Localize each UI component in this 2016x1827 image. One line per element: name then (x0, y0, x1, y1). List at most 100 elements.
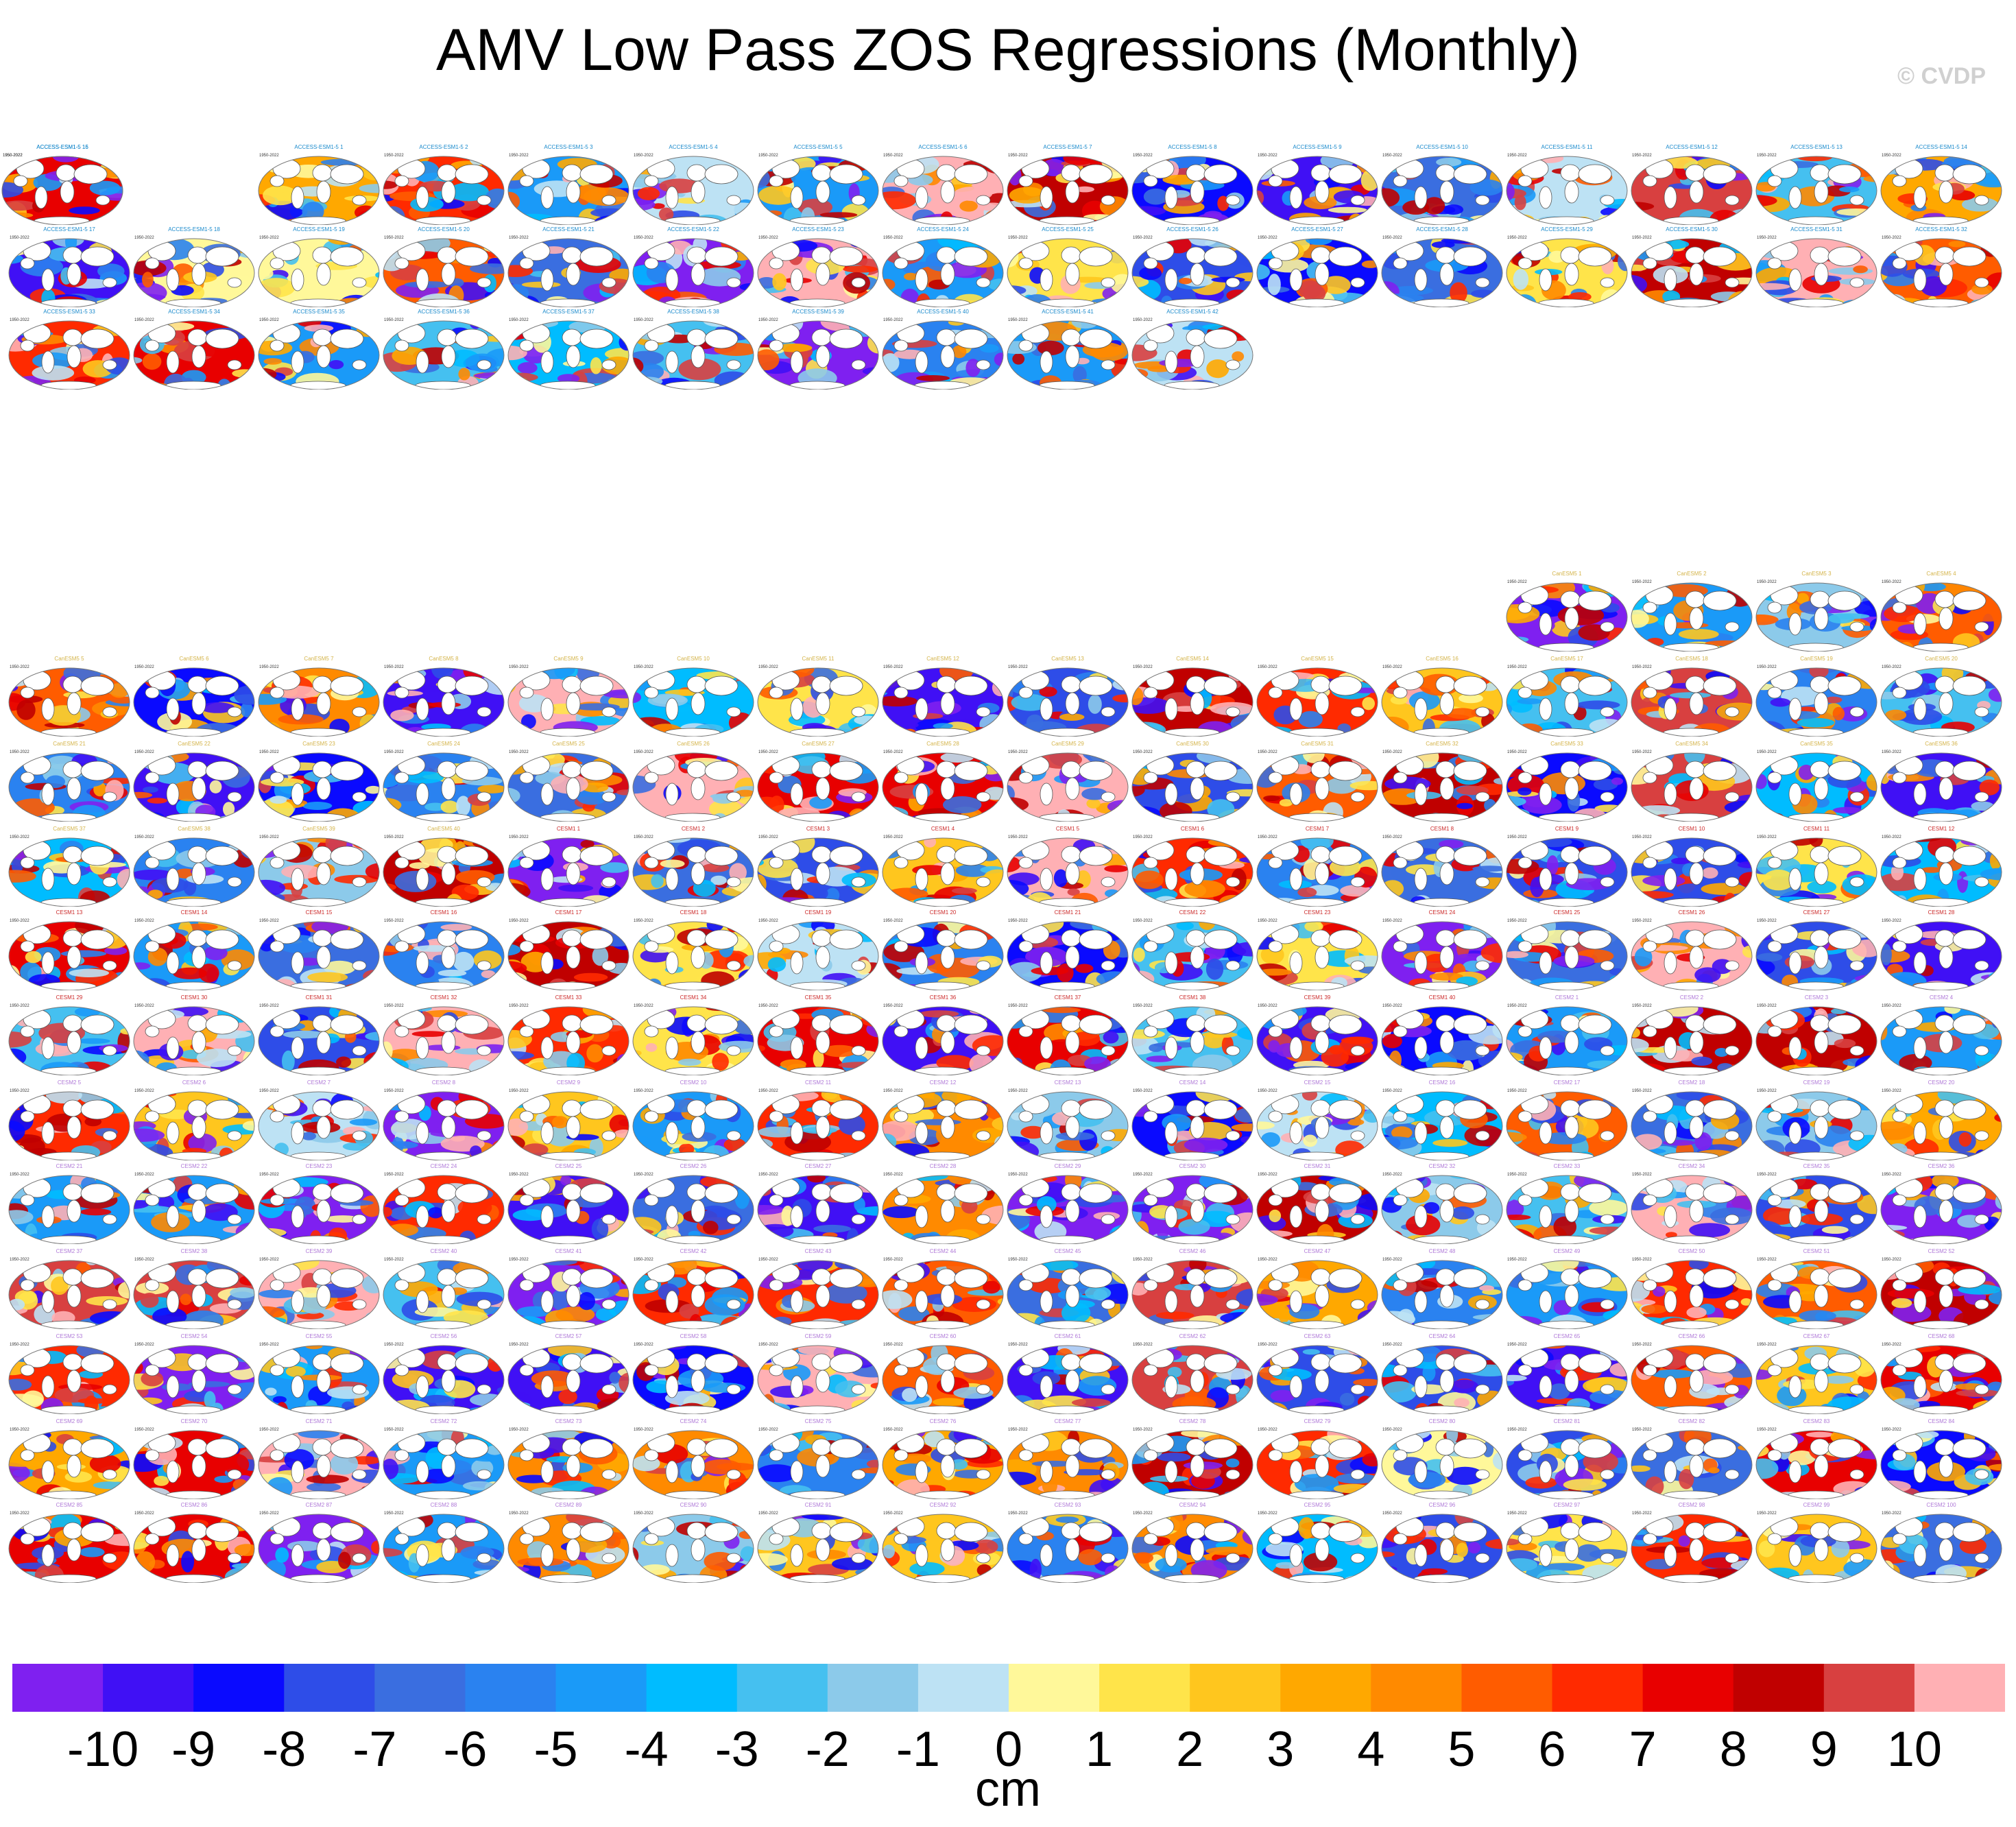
regression-map-panel: ACCESS-ESM1-5 28 1950-2022 (1380, 226, 1504, 307)
panel-title: CanESM5 20 (1925, 656, 1958, 662)
world-map (507, 1260, 629, 1329)
world-map (882, 1514, 1004, 1583)
world-map (1755, 1345, 1877, 1414)
panel-period: 1950-2022 (10, 1343, 29, 1347)
regression-map-panel: ACCESS-ESM1-5 23 1950-2022 (756, 226, 880, 307)
regression-map-panel: CESM1 36 1950-2022 (880, 994, 1005, 1075)
panel-period: 1950-2022 (1882, 835, 1901, 839)
colorbar-bin (1823, 1664, 1915, 1712)
regression-map-panel: CESM1 32 1950-2022 (381, 994, 506, 1075)
colorbar-tick-label: 1 (1085, 1722, 1114, 1777)
colorbar-bin (1280, 1664, 1371, 1712)
panel-title: CESM1 29 (56, 994, 83, 1001)
world-map (882, 667, 1004, 737)
regression-map-panel: CESM1 37 1950-2022 (1005, 994, 1130, 1075)
regression-map-panel: CESM2 76 1950-2022 (880, 1418, 1005, 1499)
panel-title: CanESM5 15 (1301, 656, 1334, 662)
panel-period: 1950-2022 (1757, 1089, 1777, 1093)
panel-title: CanESM5 32 (1426, 741, 1459, 747)
panel-title: CanESM5 30 (1176, 741, 1209, 747)
panel-period: 1950-2022 (1757, 1428, 1777, 1432)
world-map (757, 667, 879, 737)
panel-period: 1950-2022 (509, 1428, 529, 1432)
world-map (1755, 1006, 1877, 1075)
world-map (1631, 156, 1753, 225)
colorbar-tick-label: -7 (352, 1722, 397, 1777)
world-map (1631, 1514, 1753, 1583)
world-map (258, 320, 380, 390)
panel-period: 1950-2022 (1507, 1089, 1527, 1093)
world-map (383, 1260, 505, 1329)
world-map (1256, 921, 1378, 990)
panel-title: CESM2 27 (804, 1163, 832, 1169)
world-map (882, 1006, 1004, 1075)
panel-title: CanESM5 11 (802, 656, 835, 662)
panel-period: 1950-2022 (1133, 318, 1153, 322)
panel-title: CESM1 34 (680, 994, 707, 1001)
regression-map-panel: CESM2 2 1950-2022 (1629, 994, 1754, 1075)
regression-map-panel: CESM2 54 1950-2022 (132, 1333, 256, 1414)
panel-period: 1950-2022 (259, 1004, 279, 1008)
colorbar-bin (374, 1664, 466, 1712)
panel-title: ACCESS-ESM1-5 1 (294, 144, 344, 150)
world-map (507, 1175, 629, 1244)
panel-period: 1950-2022 (1008, 1089, 1028, 1093)
panel-period: 1950-2022 (1632, 1258, 1652, 1262)
chart-title: AMV Low Pass ZOS Regressions (Monthly) (436, 17, 1580, 83)
world-map (632, 1175, 754, 1244)
regression-map-panel: CESM2 30 1950-2022 (1130, 1163, 1255, 1244)
panel-title: CESM1 3 (806, 826, 830, 832)
world-map (1631, 752, 1753, 822)
world-map (1755, 582, 1877, 652)
panel-title: CanESM5 14 (1176, 656, 1209, 662)
regression-map-panel: CESM1 1 1950-2022 (506, 826, 631, 907)
regression-map-panel: CESM2 92 1950-2022 (880, 1502, 1005, 1583)
regression-map-panel: CanESM5 18 1950-2022 (1629, 656, 1754, 737)
panel-period: 1950-2022 (883, 1089, 903, 1093)
world-map (383, 837, 505, 907)
regression-map-panel: CESM2 28 1950-2022 (880, 1163, 1005, 1244)
panel-title: CESM2 4 (1929, 994, 1954, 1001)
panel-period: 1950-2022 (1008, 1428, 1028, 1432)
regression-map-panel: CESM2 50 1950-2022 (1629, 1248, 1754, 1329)
panel-title: ACCESS-ESM1-5 35 (293, 309, 345, 315)
panel-period: 1950-2022 (509, 318, 529, 322)
regression-map-panel: CESM2 53 1950-2022 (7, 1333, 132, 1414)
panel-title: CESM2 7 (307, 1079, 331, 1086)
panel-period: 1950-2022 (10, 1173, 29, 1177)
world-map (1381, 752, 1503, 822)
panel-period: 1950-2022 (1258, 835, 1277, 839)
panel-title: CESM2 31 (1304, 1163, 1331, 1169)
panel-title: ACCESS-ESM1-5 33 (43, 309, 95, 315)
panel-period: 1950-2022 (1008, 318, 1028, 322)
panel-period: 1950-2022 (1757, 919, 1777, 923)
panel-title: CESM2 96 (1428, 1502, 1456, 1508)
world-map (258, 1006, 380, 1075)
world-map (882, 752, 1004, 822)
panel-period: 1950-2022 (758, 154, 778, 158)
panel-title: ACCESS-ESM1-5 5 (793, 144, 843, 150)
panel-title: CESM1 4 (931, 826, 955, 832)
panel-period: 1950-2022 (134, 665, 154, 669)
world-map (383, 921, 505, 990)
panel-period: 1950-2022 (1757, 236, 1777, 240)
panel-title: CESM2 72 (430, 1418, 457, 1424)
world-map (1131, 320, 1253, 390)
regression-map-panel: CESM1 21 1950-2022 (1005, 909, 1130, 990)
panel-title: CanESM5 25 (552, 741, 585, 747)
world-map (632, 1514, 754, 1583)
regression-map-panel: CESM1 35 1950-2022 (756, 994, 880, 1075)
regression-map-panel: CESM2 69 1950-2022 (7, 1418, 132, 1499)
world-map (1631, 667, 1753, 737)
panel-period: 1950-2022 (1258, 1343, 1277, 1347)
regression-map-panel: CanESM5 35 1950-2022 (1754, 741, 1879, 822)
world-map (1506, 582, 1628, 652)
world-map (383, 1514, 505, 1583)
panel-period: 1950-2022 (384, 750, 404, 754)
panel-period: 1950-2022 (758, 1512, 778, 1516)
world-map (1506, 752, 1628, 822)
panel-period: 1950-2022 (634, 665, 653, 669)
panel-period: 1950-2022 (259, 1428, 279, 1432)
panel-title: ACCESS-ESM1-5 9 (1293, 144, 1342, 150)
panel-title: ACCESS-ESM1-5 11 (1541, 144, 1593, 150)
